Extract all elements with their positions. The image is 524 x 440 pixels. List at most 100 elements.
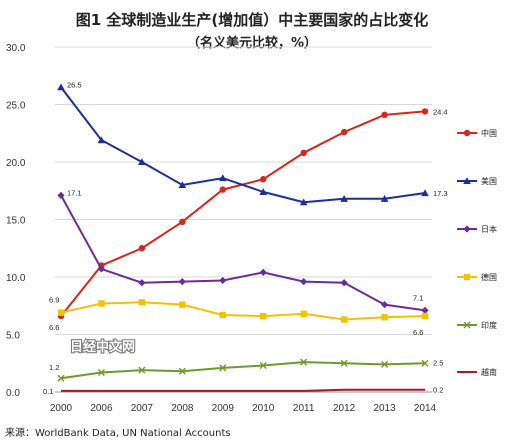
- data-point: [57, 309, 65, 316]
- data-point: [463, 129, 471, 137]
- data-label: 24.4: [433, 107, 448, 116]
- data-point: [463, 321, 471, 329]
- data-point: [300, 358, 308, 366]
- data-point: [381, 360, 389, 368]
- data-label: 17.1: [67, 188, 82, 197]
- data-point: [421, 189, 429, 197]
- data-point: [138, 279, 146, 287]
- data-point: [259, 362, 267, 370]
- data-label: 7.1: [413, 293, 423, 302]
- x-tick-label: 2011: [293, 403, 315, 414]
- data-point: [381, 111, 388, 119]
- data-label: 1.2: [49, 363, 59, 372]
- data-point: [340, 359, 348, 367]
- x-tick-label: 2000: [50, 403, 73, 414]
- data-point: [340, 279, 348, 287]
- data-label: 0.2: [433, 386, 443, 395]
- data-point: [219, 186, 226, 193]
- data-point: [300, 310, 307, 317]
- data-point: [299, 198, 308, 206]
- data-point: [97, 368, 105, 376]
- y-tick-label: 30.0: [6, 43, 26, 54]
- y-tick-label: 25.0: [6, 101, 26, 112]
- chart-title: 图1 全球制造业生产(增加值）中主要国家的占比变化: [76, 11, 429, 29]
- data-label: 26.5: [67, 80, 82, 89]
- legend-label: 印度: [481, 320, 497, 330]
- y-tick-label: 10.0: [6, 273, 26, 284]
- source-note: 来源：WorldBank Data, UN National Accounts: [5, 428, 231, 439]
- data-point: [260, 312, 267, 320]
- watermark: 日经中文网: [70, 339, 135, 355]
- data-point: [138, 158, 146, 166]
- data-point: [421, 312, 429, 320]
- series-line-5: [61, 388, 425, 392]
- data-point: [138, 299, 146, 306]
- data-point: [219, 364, 227, 372]
- data-point: [138, 366, 146, 374]
- y-tick-label: 15.0: [6, 216, 26, 227]
- data-label: 17.3: [433, 189, 448, 198]
- data-point: [219, 311, 226, 319]
- data-labels: 6.6 24.4 26.5 17.3 17.1 7.1 6.9 6.6 1.2 2.5 0.1 0.2: [43, 80, 448, 396]
- legend-label: 中国: [481, 128, 497, 138]
- legend-item: 印度: [457, 320, 497, 330]
- data-point: [57, 191, 65, 199]
- y-tick-label: 0.0: [6, 388, 20, 399]
- data-label: 6.6: [49, 323, 59, 332]
- data-point: [380, 301, 389, 309]
- x-tick-label: 2014: [414, 403, 437, 414]
- y-tick-label: 20.0: [6, 158, 26, 169]
- data-point: [219, 276, 227, 285]
- data-point: [300, 278, 308, 286]
- legend-label: 德国: [481, 272, 497, 282]
- data-point: [340, 195, 348, 202]
- data-point: [381, 314, 388, 321]
- data-point: [421, 108, 429, 115]
- data-point: [178, 278, 186, 286]
- data-point: [178, 181, 187, 189]
- series-line-1: [60, 86, 426, 204]
- legend-item: 日本: [457, 224, 497, 234]
- legend-item: 中国: [457, 128, 497, 138]
- legend-item: 德国: [457, 272, 497, 282]
- data-point: [463, 273, 471, 281]
- data-label: 2.5: [433, 358, 443, 367]
- series-group: [57, 83, 429, 392]
- data-point: [340, 128, 348, 136]
- x-tick-label: 2010: [252, 403, 275, 414]
- x-tick-label: 2007: [131, 403, 154, 414]
- y-axis-ticks: 0.0 5.0 10.0 15.0 20.0 25.0 30.0: [6, 43, 26, 399]
- data-point: [380, 195, 389, 202]
- chart-subtitle: （名义美元比较，%）: [187, 35, 317, 51]
- data-point: [97, 265, 106, 273]
- data-point: [260, 176, 267, 183]
- series-line-4: [60, 361, 426, 380]
- data-point: [178, 367, 186, 375]
- data-point: [218, 174, 227, 182]
- x-tick-label: 2009: [212, 403, 235, 414]
- data-point: [421, 359, 429, 367]
- x-tick-label: 2013: [373, 403, 396, 414]
- data-point: [259, 268, 267, 276]
- series-line-0: [60, 110, 426, 317]
- data-point: [463, 225, 471, 233]
- series-line-2: [60, 194, 426, 312]
- data-point: [463, 177, 471, 185]
- legend-label: 美国: [481, 176, 497, 186]
- data-label: 0.1: [43, 387, 53, 396]
- data-point: [421, 306, 429, 314]
- data-point: [300, 149, 307, 156]
- legend-label: 日本: [481, 224, 497, 234]
- data-point: [179, 301, 186, 308]
- data-point: [179, 218, 186, 225]
- data-label: 6.9: [49, 296, 59, 305]
- y-tick-label: 5.0: [6, 331, 20, 342]
- data-point: [340, 316, 348, 323]
- series-line-3: [60, 301, 426, 321]
- x-axis-ticks: 2000 2006 2007 2008 2009 2010 2011 2012 2013 2014: [50, 403, 437, 414]
- data-point: [138, 245, 146, 252]
- data-point: [57, 374, 65, 382]
- legend-label: 越南: [481, 367, 497, 377]
